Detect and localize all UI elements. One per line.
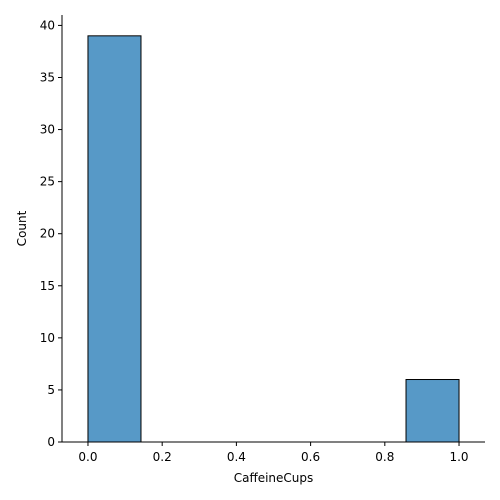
y-tick-label: 5 [47, 383, 55, 397]
y-tick-label: 35 [40, 70, 55, 84]
x-tick-label: 0.0 [78, 450, 97, 464]
y-tick-label: 40 [40, 18, 55, 32]
histogram-bar-1 [405, 379, 460, 443]
histogram-bar-0 [87, 35, 142, 443]
x-ticks-group: 0.0 0.2 0.4 0.6 0.8 1.0 [78, 442, 469, 464]
y-tick-label: 10 [40, 331, 55, 345]
x-tick-label: 0.6 [301, 450, 320, 464]
x-axis-label: CaffeineCups [234, 471, 314, 485]
x-tick-label: 1.0 [449, 450, 468, 464]
y-tick-label: 30 [40, 123, 55, 137]
y-axis-label: Count [15, 210, 29, 246]
y-tick-label: 0 [47, 435, 55, 449]
x-tick-label: 0.4 [227, 450, 246, 464]
y-tick-label: 20 [40, 227, 55, 241]
y-tick-label: 25 [40, 175, 55, 189]
y-tick-label: 15 [40, 279, 55, 293]
bars-group [87, 35, 460, 443]
x-tick-label: 0.8 [375, 450, 394, 464]
x-tick-label: 0.2 [153, 450, 172, 464]
y-ticks-group: 0 5 10 15 20 25 30 35 40 [40, 18, 62, 449]
